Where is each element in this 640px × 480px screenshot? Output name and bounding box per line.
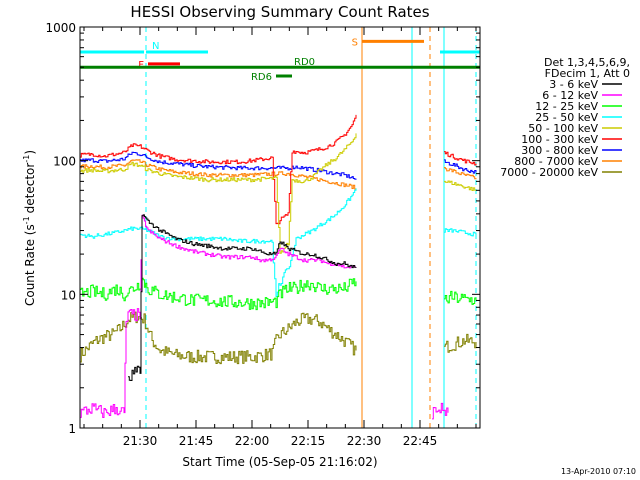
series-line [444, 228, 477, 237]
flag-label: N [152, 41, 159, 52]
legend-entry-label: 7000 - 20000 keV [500, 166, 598, 179]
series-line [80, 159, 357, 190]
series-line [444, 159, 477, 174]
y-label-unit: detector [23, 163, 37, 214]
plot-content: NF RD6 S RD0 [80, 27, 480, 428]
series-line [80, 214, 357, 418]
legend-entry-label: 100 - 300 keV [521, 133, 598, 146]
legend-entry-label: 300 - 800 keV [521, 144, 598, 157]
legend: Det 1,3,4,5,6,9,FDecim 1, Att 03 - 6 keV… [500, 56, 630, 179]
y-label-main: Count Rate (s [23, 224, 37, 306]
axes: 1 10 100 1000 21:30 21:45 22:00 22:15 22:30 22:45 [45, 21, 480, 448]
footer-timestamp: 13-Apr-2010 07:10 [561, 467, 636, 476]
x-tick-label: 21:45 [179, 434, 214, 448]
flag-label: S [352, 37, 358, 48]
series-line [80, 311, 357, 365]
series-line [80, 277, 357, 311]
y-tick-label: 100 [53, 155, 76, 169]
series-line [444, 167, 477, 180]
x-axis-label: Start Time (05-Sep-05 21:16:02) [182, 455, 377, 469]
legend-entry-label: 800 - 7000 keV [514, 155, 598, 168]
series-line [444, 180, 476, 191]
x-tick-label: 22:30 [347, 434, 382, 448]
flag-label: F [138, 60, 144, 71]
series-line [80, 188, 357, 297]
y-tick-label: 1 [68, 422, 76, 436]
series-line [444, 290, 477, 305]
series-line [80, 151, 357, 180]
legend-entry-label: 25 - 50 keV [535, 111, 598, 124]
y-label-exp2: -1 [22, 155, 31, 163]
y-tick-label: 1000 [45, 21, 76, 35]
series-line [80, 133, 357, 254]
chart-title: HESSI Observing Summary Count Rates [130, 3, 429, 21]
series-line [80, 114, 357, 225]
y-axis-label: Count Rate (s-1detector-1) [22, 150, 37, 306]
series-line [432, 402, 449, 420]
series-line [444, 333, 477, 353]
x-tick-label: 21:30 [123, 434, 158, 448]
flag-label: RD6 [251, 72, 272, 83]
y-label-exp1: -1 [22, 216, 31, 224]
plot-layer [80, 27, 477, 428]
legend-header: Det 1,3,4,5,6,9, [544, 56, 630, 69]
flag-label: RD0 [294, 57, 315, 68]
legend-entry-label: 3 - 6 keV [549, 78, 598, 91]
y-label-close: ) [23, 150, 37, 155]
legend-entry-label: 6 - 12 keV [542, 89, 598, 102]
legend-entry-label: 50 - 100 keV [528, 122, 598, 135]
legend-entry-label: 12 - 25 keV [535, 100, 598, 113]
x-tick-label: 22:45 [403, 434, 438, 448]
x-tick-label: 22:15 [291, 434, 326, 448]
series-line [128, 214, 357, 381]
x-tick-label: 22:00 [235, 434, 270, 448]
legend-header: FDecim 1, Att 0 [545, 67, 630, 80]
series-line [444, 151, 477, 166]
plot-frame [79, 26, 481, 429]
y-tick-label: 10 [61, 288, 76, 302]
